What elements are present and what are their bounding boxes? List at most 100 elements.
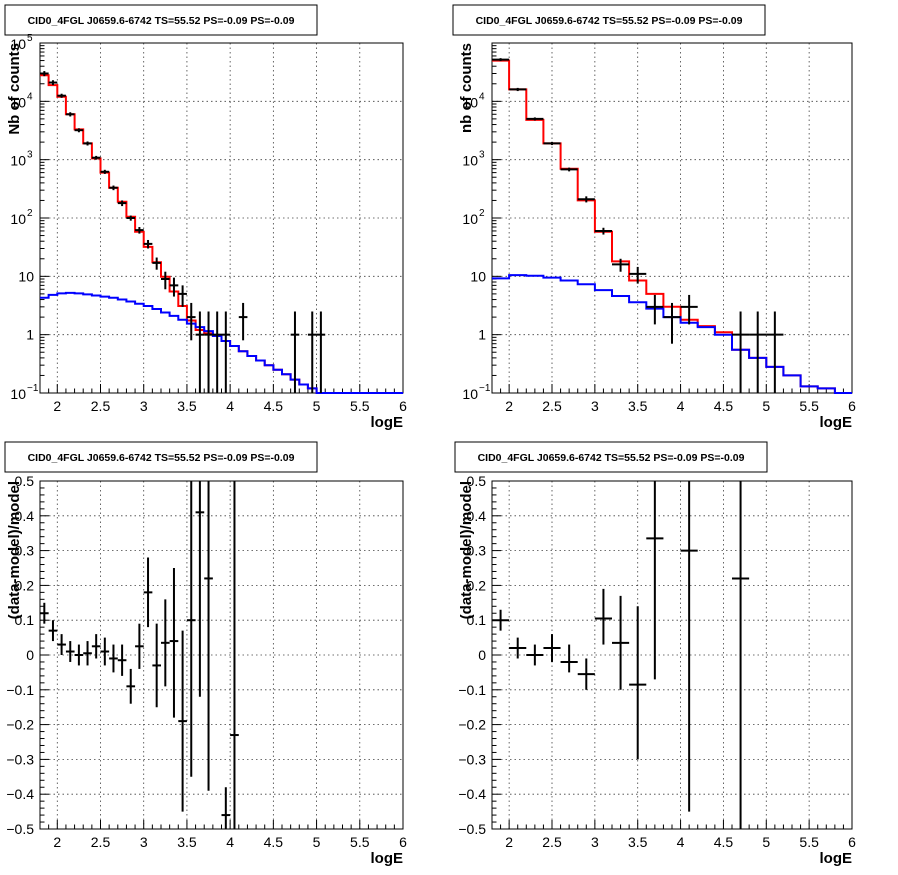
y-tick-exponent: 3 bbox=[27, 150, 33, 161]
data-point bbox=[83, 641, 92, 666]
data-point bbox=[161, 599, 170, 687]
chart-title: CID0_4FGL J0659.6-6742 TS=55.52 PS=-0.09… bbox=[28, 452, 295, 464]
x-tick-label: 4 bbox=[226, 834, 234, 850]
data-point bbox=[100, 169, 110, 174]
y-tick-label: −0.5 bbox=[6, 821, 34, 837]
y-tick-label: 1 bbox=[26, 327, 34, 343]
data-point bbox=[40, 602, 49, 624]
y-tick-label: −0.1 bbox=[458, 682, 486, 698]
data-point bbox=[543, 141, 561, 146]
y-axis-title: (data-model)/model bbox=[458, 481, 475, 619]
x-tick-label: 4.5 bbox=[264, 398, 284, 414]
chart-panel-3: CID0_4FGL J0659.6-6742 TS=55.52 PS=-0.09… bbox=[4, 441, 407, 867]
data-point bbox=[577, 196, 595, 203]
data-point bbox=[178, 630, 187, 812]
y-tick-label: −0.2 bbox=[458, 717, 486, 733]
data-point bbox=[316, 311, 326, 393]
x-axis-title: logE bbox=[820, 850, 853, 867]
y-tick-label: 10 bbox=[10, 211, 26, 227]
data-point bbox=[109, 644, 118, 673]
y-tick-label: −0.4 bbox=[6, 786, 34, 802]
data-point bbox=[543, 634, 561, 662]
data-point bbox=[526, 644, 544, 666]
x-tick-label: 2.5 bbox=[542, 834, 562, 850]
y-tick-label: 0.3 bbox=[467, 543, 487, 559]
data-point bbox=[560, 644, 578, 673]
data-point bbox=[577, 658, 595, 690]
y-tick-label: 10 bbox=[10, 36, 26, 52]
data-point bbox=[91, 634, 101, 659]
x-tick-label: 2 bbox=[505, 398, 513, 414]
data-point bbox=[680, 294, 698, 325]
data-point bbox=[169, 277, 179, 297]
data-point bbox=[766, 311, 784, 393]
x-tick-label: 5 bbox=[762, 834, 770, 850]
x-tick-label: 4 bbox=[677, 834, 685, 850]
y-tick-label: −0.3 bbox=[458, 751, 486, 767]
y-tick-label: −0.4 bbox=[458, 786, 486, 802]
data-point bbox=[169, 568, 179, 718]
x-tick-label: 3.5 bbox=[628, 834, 648, 850]
data-point bbox=[594, 227, 612, 235]
data-point bbox=[57, 93, 66, 98]
y-tick-label: 0.1 bbox=[15, 612, 35, 628]
x-tick-label: 6 bbox=[399, 398, 407, 414]
chart-panel-1: CID0_4FGL J0659.6-6742 TS=55.52 PS=-0.09… bbox=[4, 4, 407, 431]
data-point bbox=[509, 637, 527, 659]
y-axis-title: (data-model)/model bbox=[6, 481, 23, 619]
data-point bbox=[65, 641, 75, 662]
y-tick-label: −0.3 bbox=[6, 751, 34, 767]
x-tick-label: 5 bbox=[762, 398, 770, 414]
data-point bbox=[560, 167, 578, 172]
data-point bbox=[109, 185, 118, 191]
y-tick-label: 10 bbox=[10, 94, 26, 110]
data-point bbox=[74, 128, 84, 133]
y-tick-label: −0.1 bbox=[6, 682, 34, 698]
x-tick-label: 3 bbox=[140, 834, 148, 850]
data-point bbox=[152, 257, 161, 270]
data-point bbox=[629, 266, 647, 284]
data-point bbox=[204, 481, 213, 791]
y-tick-label: 10 bbox=[10, 153, 26, 169]
data-point bbox=[221, 787, 231, 829]
y-tick-label: 0.5 bbox=[15, 473, 35, 489]
data-point bbox=[646, 481, 664, 680]
y-tick-label: −0.2 bbox=[6, 717, 34, 733]
x-tick-label: 5.5 bbox=[799, 834, 819, 850]
data-point bbox=[290, 311, 300, 393]
chart-panel-4: CID0_4FGL J0659.6-6742 TS=55.52 PS=-0.09… bbox=[454, 441, 856, 867]
data-point bbox=[646, 294, 664, 325]
background-model-histogram bbox=[40, 291, 403, 394]
y-tick-label: 0.3 bbox=[15, 543, 35, 559]
x-tick-label: 4 bbox=[226, 398, 234, 414]
y-tick-label: 0.2 bbox=[15, 577, 35, 593]
y-tick-exponent: 2 bbox=[479, 208, 485, 219]
y-axis-title: Nb of counts bbox=[6, 43, 23, 135]
title-box bbox=[454, 441, 768, 473]
data-point bbox=[230, 481, 239, 829]
data-point bbox=[221, 311, 231, 393]
x-tick-label: 5 bbox=[313, 834, 321, 850]
data-point bbox=[143, 239, 153, 249]
data-point bbox=[186, 302, 196, 341]
data-point bbox=[74, 644, 84, 666]
data-point bbox=[143, 557, 153, 628]
data-point bbox=[238, 302, 248, 341]
data-point bbox=[40, 71, 49, 77]
x-tick-label: 3.5 bbox=[628, 398, 648, 414]
data-point bbox=[195, 311, 205, 393]
x-tick-label: 6 bbox=[399, 834, 407, 850]
data-point bbox=[135, 227, 144, 234]
data-point bbox=[732, 311, 750, 393]
data-point bbox=[91, 155, 101, 160]
data-point bbox=[492, 609, 510, 631]
y-tick-label: 10 bbox=[462, 153, 478, 169]
x-tick-label: 4.5 bbox=[714, 398, 734, 414]
data-point bbox=[135, 623, 144, 669]
y-tick-exponent: 4 bbox=[27, 91, 33, 102]
x-tick-label: 4.5 bbox=[264, 834, 284, 850]
y-tick-label: 10 bbox=[10, 386, 26, 402]
data-point bbox=[126, 668, 136, 704]
y-tick-label: 10 bbox=[470, 268, 486, 284]
